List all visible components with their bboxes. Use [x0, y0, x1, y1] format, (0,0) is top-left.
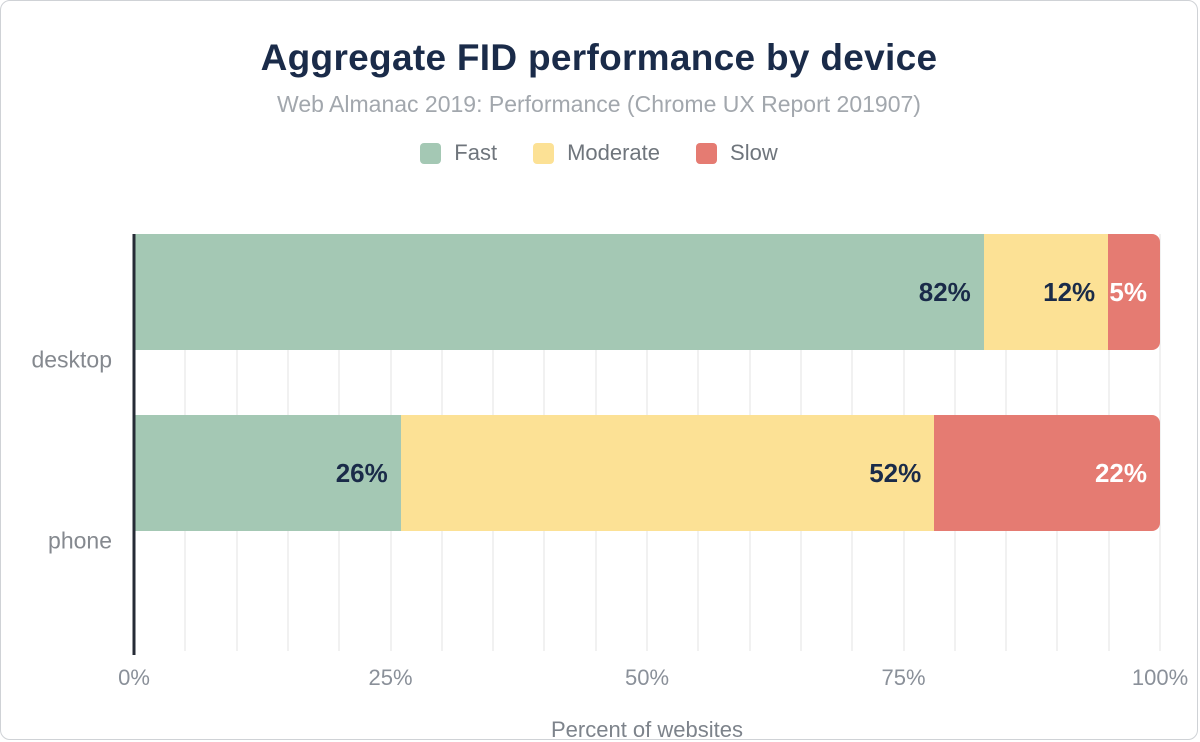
value-label: 22%: [1094, 457, 1147, 488]
bar-segment-desktop-moderate[interactable]: 12%: [983, 234, 1109, 350]
x-axis-tick-25: 25%: [368, 665, 413, 690]
y-axis-line: [132, 234, 136, 655]
value-label: 82%: [918, 276, 971, 307]
x-axis-tick-50: 50%: [624, 665, 670, 690]
gridline: [1159, 234, 1161, 651]
legend-label: Moderate: [567, 140, 661, 165]
legend: Fast Moderate Slow: [1, 140, 1197, 166]
bar-phone: 26% 52% 22%: [134, 415, 1160, 531]
value-label: 52%: [869, 457, 922, 488]
legend-item-moderate[interactable]: Moderate: [533, 140, 660, 166]
x-axis-tick-0: 0%: [118, 665, 150, 690]
legend-swatch-fast: [420, 142, 442, 164]
bar-segment-desktop-slow[interactable]: 5%: [1108, 234, 1160, 350]
legend-item-slow[interactable]: Slow: [696, 140, 778, 166]
x-axis-tick-75: 75%: [881, 665, 926, 690]
x-axis-tick-100: 100%: [1131, 665, 1189, 690]
bar-desktop: 82% 12% 5%: [134, 234, 1160, 350]
y-axis-label-phone: phone: [48, 527, 112, 554]
value-label: 26%: [335, 457, 388, 488]
x-axis-title: Percent of websites: [551, 717, 743, 740]
bar-segment-phone-fast[interactable]: 26%: [134, 415, 401, 531]
bar-segment-phone-slow[interactable]: 22%: [934, 415, 1160, 531]
legend-swatch-moderate: [533, 142, 555, 164]
legend-item-fast[interactable]: Fast: [420, 140, 497, 166]
bar-segment-desktop-fast[interactable]: 82%: [134, 234, 984, 350]
bars: 82% 12% 5% 26% 52% 22%: [134, 234, 1160, 531]
legend-label: Fast: [454, 140, 498, 165]
value-label: 5%: [1109, 276, 1147, 307]
legend-swatch-slow: [696, 142, 718, 164]
plot-area: 82% 12% 5% 26% 52% 22% desktop phone 0% 25% 50% 7…: [31, 234, 1188, 690]
bar-segment-phone-moderate[interactable]: 52%: [400, 415, 935, 531]
y-axis-label-desktop: desktop: [31, 346, 112, 373]
legend-label: Slow: [730, 140, 778, 165]
value-label: 12%: [1043, 276, 1096, 307]
chart-subtitle: Web Almanac 2019: Performance (Chrome UX…: [277, 91, 921, 117]
chart-title: Aggregate FID performance by device: [260, 37, 938, 78]
